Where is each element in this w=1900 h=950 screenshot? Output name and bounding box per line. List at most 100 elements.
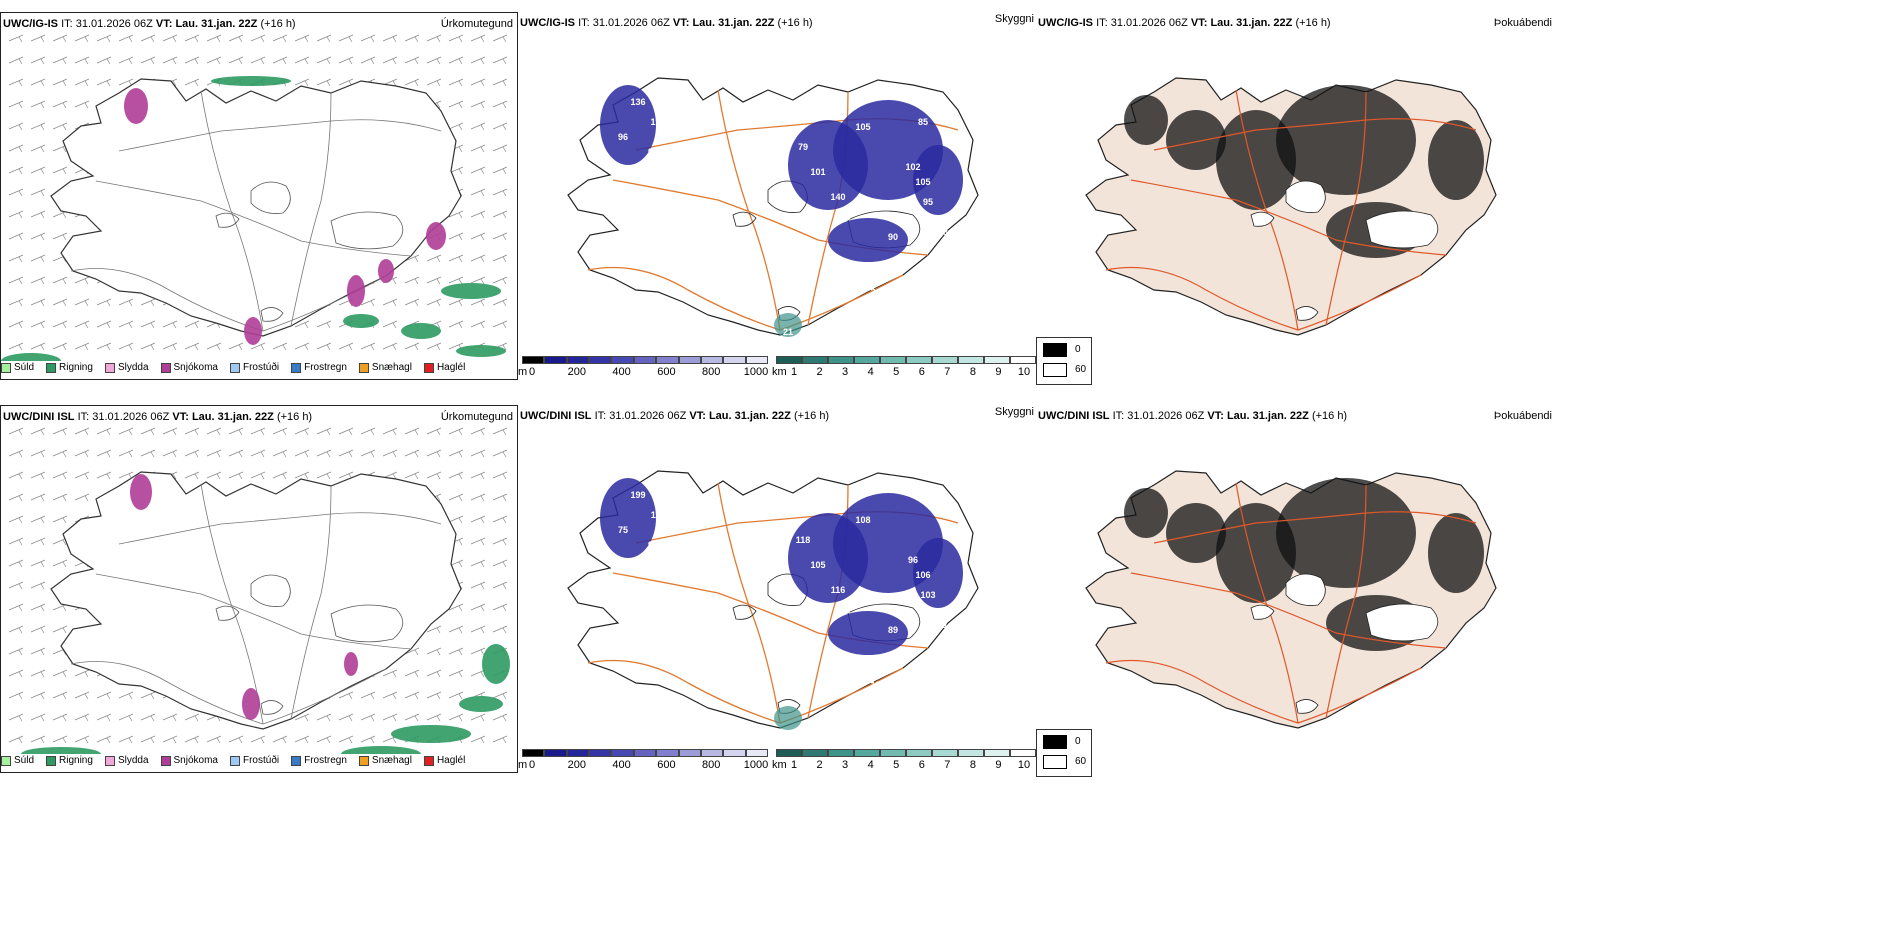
colorbar-unit: km [772,759,787,771]
ceiling-value-label: 135 [835,212,850,222]
low-ceiling-area [913,538,963,608]
colorbar-segment [522,356,545,364]
fog-legend-label: 0 [1075,736,1081,747]
ceiling-value-label: 95 [923,197,933,207]
colorbar-segment [544,749,567,757]
legend-swatch [229,362,240,373]
fog-legend-label: 0 [1075,344,1081,355]
road [70,268,387,332]
fog-legend-swatch [1043,343,1067,357]
precip-type-legend: Súld Rigning Slydda Snjókoma Frostúði Frostre… [1,755,471,766]
colorbar-tick-label: 800 [702,366,721,378]
glacier-outline [215,605,240,621]
colorbar-segment [611,749,634,757]
colorbar-tick-label: 8 [969,366,976,378]
legend-swatch [358,755,369,766]
snow-area [244,317,262,345]
ceiling-value-label: 96 [618,132,628,142]
low-ceiling-area [600,85,656,165]
precipitation-type-map [1,34,508,361]
ceiling-value-label: 105 [915,177,930,187]
colorbar-segment [633,749,657,757]
precip-panel-bottom: UWC/DINI ISL IT: 31.01.2026 06Z VT: Lau.… [0,405,518,773]
panel-title: UWC/IG-IS IT: 31.01.2026 06Z VT: Lau. 31… [3,18,296,30]
cloud-ceiling-visibility-map: 199 117 75 90 118 105 116 111 108 96 106 103 89 137 10… [567,470,979,730]
road [587,266,904,331]
ceiling-value-label: 105 [810,560,825,570]
rain-area [482,644,510,684]
visibility-colorbar: km 1 2 3 4 5 6 7 8 9 10 [772,356,1036,382]
glacier-outline [260,700,284,715]
colorbar-tick-label: 7 [944,366,951,378]
road [1235,89,1299,331]
ceiling-value-label: 79 [798,142,808,152]
colorbar-tick-label: 9 [995,366,1002,378]
legend-item: Frostregn [291,362,347,373]
legend-label: Snæhagl [371,755,412,766]
rain-area [456,345,506,357]
ceiling-value-label: 89 [888,625,898,635]
colorbar-segment [723,356,746,364]
colorbar-tick-label: 800 [702,759,721,771]
fog-index-legend: 0 60 [1036,337,1092,385]
colorbar-segment [776,356,802,364]
colorbar-tick-label: 0 [528,366,536,378]
legend-label: Snjókoma [173,755,218,766]
ceiling-value-label: 140 [830,192,845,202]
ceiling-value-label: 102 [905,162,920,172]
ceiling-value-label: 111 [836,605,850,615]
colorbar-segment [854,356,880,364]
precip-panel-top: UWC/IG-IS IT: 31.01.2026 06Z VT: Lau. 31… [0,12,518,380]
colorbar-tick-label: 4 [867,759,874,771]
legend-swatch [160,755,171,766]
colorbar-tick-label: 600 [657,366,676,378]
rain-area [211,76,291,86]
precipitation-type-map [8,427,510,754]
colorbar-segment [880,749,906,757]
fog-area [1216,110,1296,210]
fog-legend-label: 60 [1075,364,1087,375]
ceiling-value-label: 118 [796,535,811,545]
colorbar-tick-label: 10 [1017,366,1031,378]
road [1130,179,1447,256]
legend-item: Rigning [46,362,93,373]
ceiling-value-label: 137 [870,660,885,670]
visibility-colorbar: km 1 2 3 4 5 6 7 8 9 10 [772,749,1036,775]
colorbar-segment [828,356,854,364]
low-visibility-area [774,706,802,730]
glacier-outline [330,211,404,250]
ceiling-value-label: 127 [895,257,910,267]
colorbar-tick-label: 8 [969,759,976,771]
legend-label: Súld [14,362,35,373]
colorbar-tick-label: 9 [995,759,1002,771]
legend-label: Frostregn [304,755,347,766]
colorbar-tick-label: 7 [944,759,951,771]
legend-item: Slydda [104,755,149,766]
colorbar-tick-label: 4 [867,366,874,378]
colorbar-segment [678,749,701,757]
low-visibility-area [774,313,802,337]
colorbar-segment [958,749,984,757]
glacier-outline [250,181,291,214]
ceiling-value-label: 195 [650,117,665,127]
colorbar-segment [854,749,880,757]
cloud-panel-top: UWC/IG-IS IT: 31.01.2026 06Z VT: Lau. 31… [518,12,1036,380]
rain-area [441,283,501,299]
colorbar-tick-label: 2 [816,759,823,771]
colorbar-tick-label: 200 [567,759,586,771]
ceiling-value-label: 31 [938,620,948,630]
glacier-outline [250,574,291,607]
glacier-outline [732,604,757,620]
colorbar-segment [700,356,724,364]
legend-swatch [358,362,369,373]
legend-label: Rigning [59,755,93,766]
colorbar-segment [776,749,802,757]
colorbar-unit: m [518,366,528,378]
cloud-ceiling-visibility-map: 136 195 96 96 79 101 140 135 105 102 105 95 90 121 127… [567,77,979,337]
glacier-outline [1285,180,1326,213]
colorbar-segment [589,356,612,364]
fog-area [1166,110,1226,170]
colorbar-tick-label: 6 [918,366,925,378]
fog-area [1124,95,1168,145]
colorbar-segment [566,749,590,757]
